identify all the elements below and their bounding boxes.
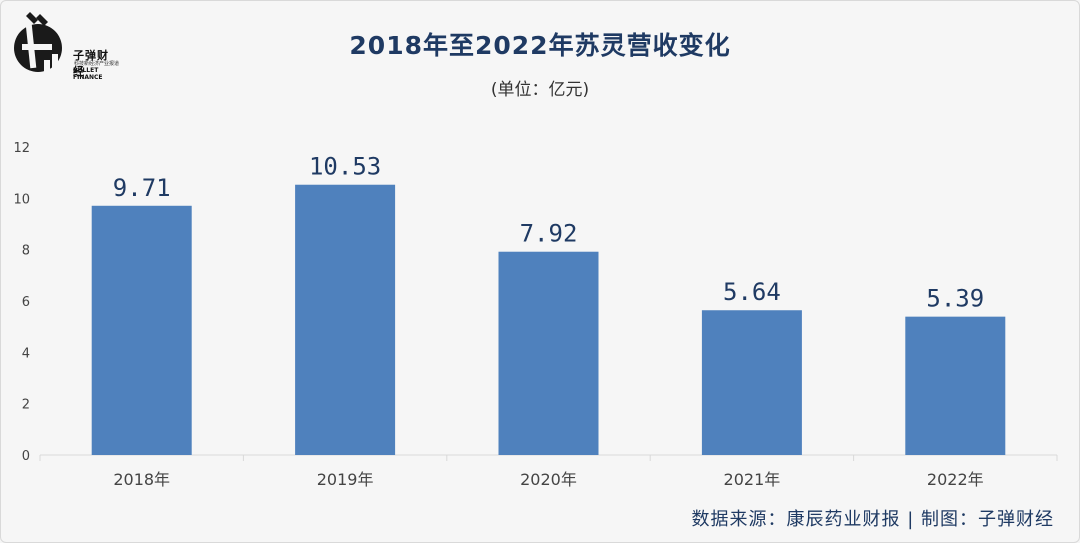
bar-4 xyxy=(701,310,802,455)
y-tick-label: 10 xyxy=(13,192,30,207)
y-tick-label: 2 xyxy=(22,398,30,413)
bar-2 xyxy=(295,184,396,456)
data-label: 9.71 xyxy=(113,174,171,202)
source-note: 数据来源：康辰药业财报 | 制图：子弹财经 xyxy=(691,509,1054,530)
y-tick-label: 12 xyxy=(13,141,30,156)
x-tick-label: 2020年 xyxy=(520,470,577,489)
y-tick-label: 6 xyxy=(22,295,30,310)
data-label: 5.39 xyxy=(926,285,984,313)
chart-title: 2018年至2022年苏灵营收变化 xyxy=(349,31,731,60)
bar-5 xyxy=(905,316,1006,455)
chart-subtitle: (单位：亿元) xyxy=(490,80,590,100)
data-label: 7.92 xyxy=(520,220,578,248)
data-label: 5.64 xyxy=(723,278,781,306)
y-tick-label: 4 xyxy=(22,346,30,361)
brand-logo: 子弹财经 科技新经济产业报道 BULLET FINANCE xyxy=(8,10,120,81)
logo-tagline: 科技新经济产业报道 xyxy=(74,61,120,67)
data-label: 10.53 xyxy=(309,153,381,181)
y-tick-label: 0 xyxy=(22,449,30,464)
x-tick-label: 2019年 xyxy=(317,470,374,489)
bar-3 xyxy=(498,251,599,455)
x-tick-label: 2018年 xyxy=(113,470,170,489)
logo-en-text: BULLET FINANCE xyxy=(73,67,103,81)
x-tick-label: 2022年 xyxy=(927,470,984,489)
bullet-logo-icon xyxy=(14,12,62,72)
x-tick-label: 2021年 xyxy=(724,470,781,489)
bar-1 xyxy=(91,205,192,455)
y-tick-label: 8 xyxy=(22,244,30,259)
logo-cn-text: 子弹财经 xyxy=(73,49,109,78)
